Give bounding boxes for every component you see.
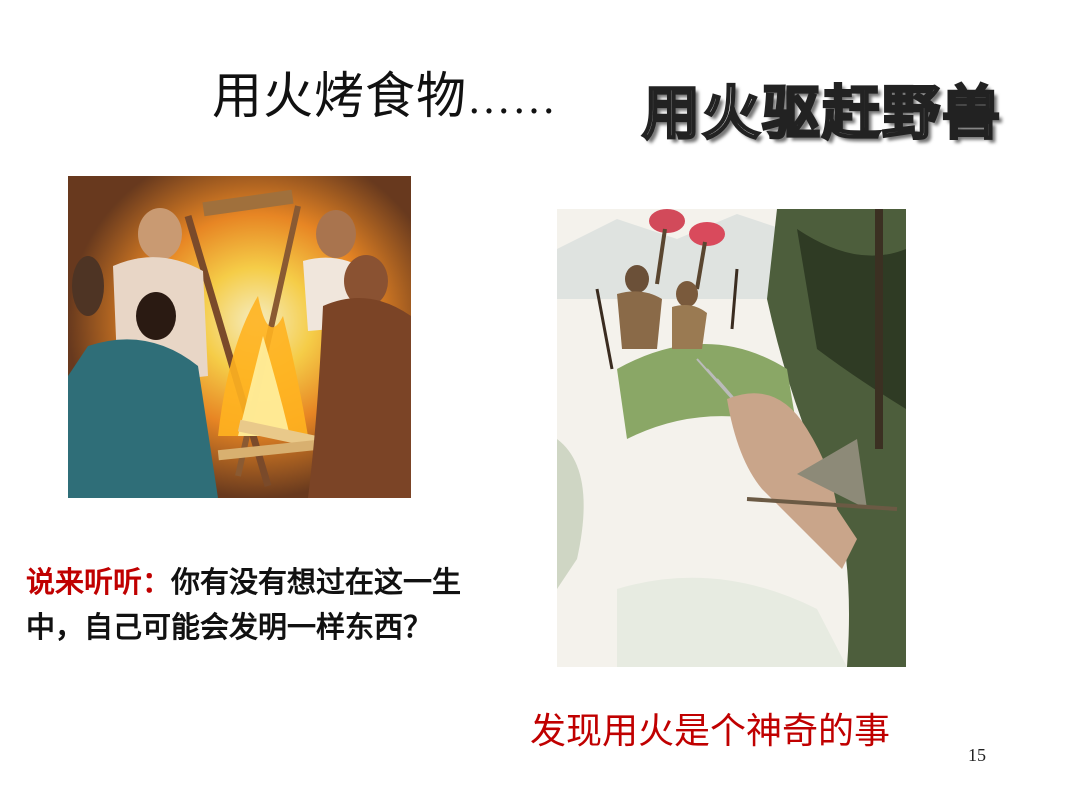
- slide-title: 用火烤食物……: [212, 56, 557, 128]
- image-caption: 发现用火是个神奇的事: [530, 711, 891, 752]
- hunters-torches-beast-illustration: [557, 209, 906, 667]
- title-text: 用火烤食物: [212, 67, 467, 125]
- title-outline-text: 用火驱赶野兽: [641, 78, 1003, 148]
- prompt-body: 你有没有想过在这一生中，自己可能会发明一样东西？: [26, 565, 462, 644]
- fire-scene-icon: [68, 176, 411, 498]
- cavemen-fire-illustration: [68, 176, 411, 498]
- page-number: 15: [968, 745, 986, 765]
- hunt-scene-icon: [557, 209, 906, 667]
- discussion-prompt: 说来听听：你有没有想过在这一生中，自己可能会发明一样东西？: [26, 560, 506, 650]
- prompt-lead: 说来听听：: [26, 565, 172, 599]
- title-ellipsis: ……: [467, 74, 557, 123]
